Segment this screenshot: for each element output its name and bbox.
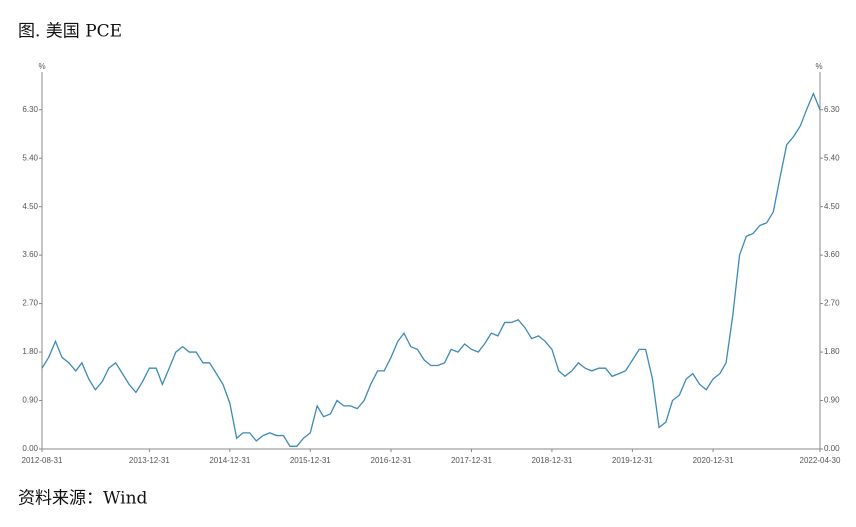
y-tick-label: 0.90 xyxy=(22,396,38,405)
x-tick-label: 2020-12-31 xyxy=(693,456,734,465)
y2-tick-label: 0.90 xyxy=(824,396,840,405)
y2-tick-label: 4.50 xyxy=(824,202,840,211)
chart-title: 图. 美国 PCE xyxy=(18,22,122,42)
x-tick-label: 2014-12-31 xyxy=(209,456,250,465)
x-tick-label: 2016-12-31 xyxy=(371,456,412,465)
source: 资料来源：Wind xyxy=(18,489,148,509)
y-tick-label: 1.80 xyxy=(22,347,38,356)
y-tick-label: 0.00 xyxy=(22,444,38,453)
data-line xyxy=(41,91,821,447)
y2-tick-label: 0.00 xyxy=(824,444,840,453)
y-tick-label: 3.60 xyxy=(22,250,38,259)
y2-tick-label: 5.40 xyxy=(824,153,840,162)
x-tick-label: 2017-12-31 xyxy=(451,456,492,465)
x-tick-label: 2019-12-31 xyxy=(612,456,653,465)
x-tick-label: 2012-08-31 xyxy=(22,456,63,465)
y2-unit: % xyxy=(815,62,822,71)
x-tick-label: 2013-12-31 xyxy=(129,456,170,465)
y-tick-label: 5.40 xyxy=(22,153,38,162)
y-tick-label: 4.50 xyxy=(22,202,38,211)
y-tick-label: 2.70 xyxy=(22,299,38,308)
y-unit: % xyxy=(38,62,45,71)
x-tick-label: 2018-12-31 xyxy=(531,456,572,465)
x-tick-label: 2022-04-30 xyxy=(800,456,841,465)
y2-tick-label: 3.60 xyxy=(824,250,840,259)
x-tick-label: 2015-12-31 xyxy=(290,456,331,465)
y-tick-label: 6.30 xyxy=(22,105,38,114)
y2-tick-label: 6.30 xyxy=(824,105,840,114)
y2-tick-label: 1.80 xyxy=(824,347,840,356)
y2-tick-label: 2.70 xyxy=(824,299,840,308)
